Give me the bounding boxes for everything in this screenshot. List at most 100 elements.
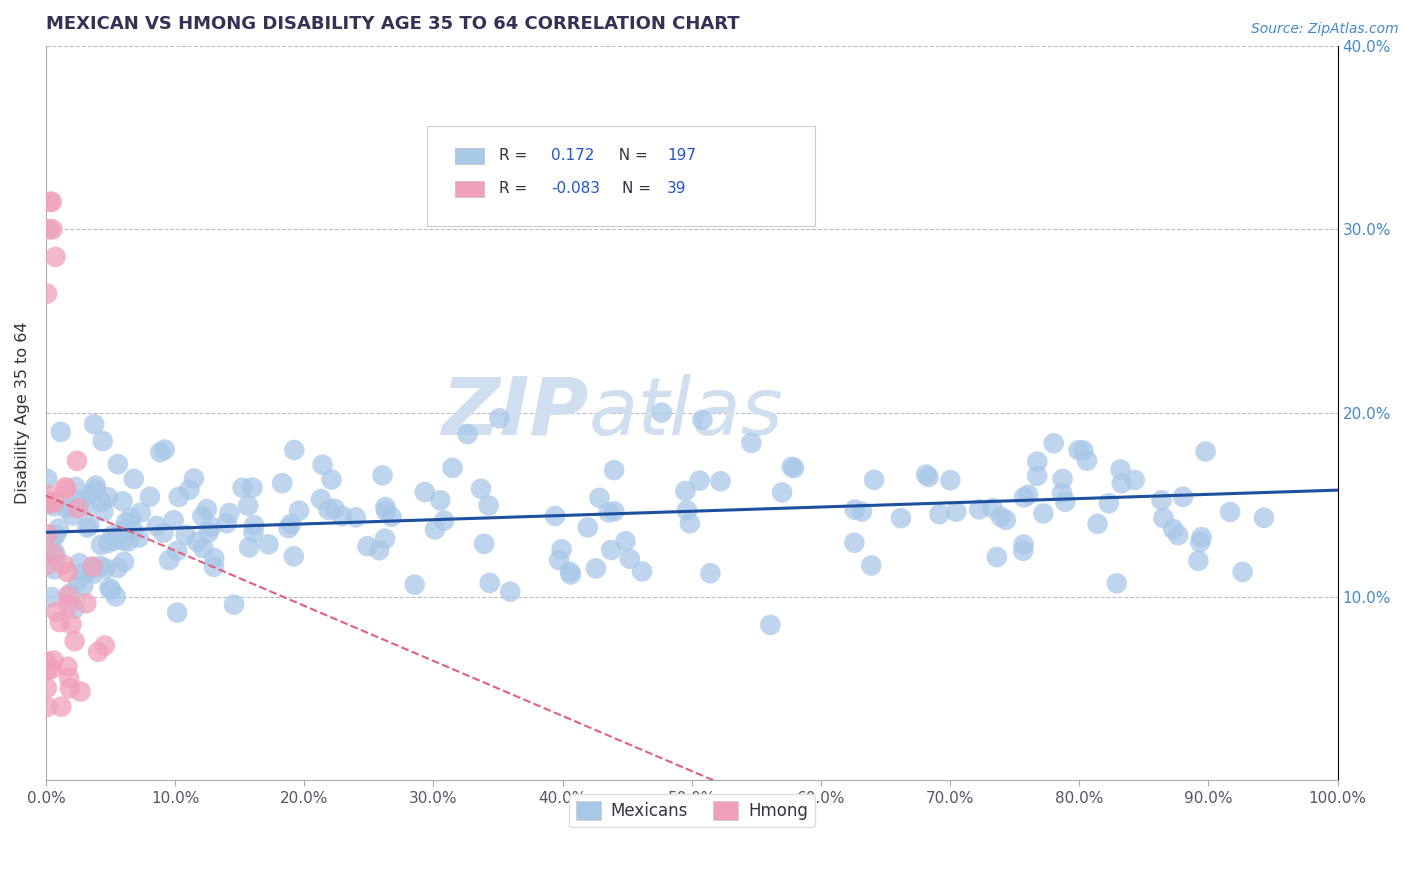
Point — [48, 615, 70, 629]
Point — [93, 504, 115, 518]
Point — [470, 482, 492, 496]
Point — [51, 699, 73, 714]
Point — [56, 659, 79, 673]
Point — [699, 566, 721, 581]
Point — [166, 606, 188, 620]
Point — [83, 417, 105, 432]
Point — [1012, 544, 1035, 558]
Point — [673, 483, 696, 498]
Point — [202, 550, 225, 565]
Point — [101, 528, 124, 542]
Point — [35, 655, 58, 669]
Point — [986, 549, 1008, 564]
Point — [115, 516, 138, 530]
Text: atlas: atlas — [589, 374, 783, 452]
Point — [191, 509, 214, 524]
Text: ZIP: ZIP — [441, 374, 589, 452]
Point — [967, 502, 990, 516]
Point — [75, 596, 97, 610]
Point — [844, 502, 866, 516]
Point — [128, 531, 150, 545]
Point — [94, 561, 117, 575]
Point — [277, 521, 299, 535]
Point — [332, 509, 354, 524]
Point — [1111, 476, 1133, 491]
Point — [166, 544, 188, 558]
Point — [478, 575, 501, 590]
Point — [380, 509, 402, 524]
Point — [619, 551, 641, 566]
Point — [242, 525, 264, 540]
Point — [62, 508, 84, 523]
Point — [45, 549, 67, 564]
Point — [111, 524, 134, 538]
Point — [163, 513, 186, 527]
Point — [404, 577, 426, 591]
Point — [770, 485, 793, 500]
Point — [45, 527, 67, 541]
Point — [149, 445, 172, 459]
Point — [42, 531, 65, 545]
Point — [588, 491, 610, 505]
Point — [890, 511, 912, 525]
Point — [82, 559, 104, 574]
Point — [67, 574, 90, 588]
Point — [41, 662, 63, 676]
Point — [558, 565, 581, 579]
Point — [48, 521, 70, 535]
Point — [651, 406, 673, 420]
Point — [122, 472, 145, 486]
Point — [441, 460, 464, 475]
Point — [37, 488, 59, 502]
Point — [598, 505, 620, 519]
Point — [41, 194, 63, 209]
Point — [1087, 516, 1109, 531]
Text: R =: R = — [499, 181, 533, 196]
Point — [631, 565, 654, 579]
Point — [576, 520, 599, 534]
Point — [283, 549, 305, 564]
Point — [257, 537, 280, 551]
Point — [1017, 488, 1039, 502]
Point — [1194, 444, 1216, 458]
Point — [860, 558, 883, 573]
Point — [59, 586, 82, 600]
Point — [222, 598, 245, 612]
Point — [56, 598, 79, 612]
Point — [193, 541, 215, 555]
Point — [90, 495, 112, 509]
Point — [97, 490, 120, 504]
Point — [318, 503, 340, 517]
Point — [311, 458, 333, 472]
Point — [288, 504, 311, 518]
Point — [1232, 565, 1254, 579]
Point — [344, 510, 367, 524]
Point — [59, 500, 82, 514]
Point — [271, 476, 294, 491]
Point — [472, 537, 495, 551]
Point — [157, 553, 180, 567]
Point — [35, 286, 58, 301]
Point — [55, 501, 77, 516]
Point — [35, 681, 58, 695]
Point — [1032, 507, 1054, 521]
Point — [323, 501, 346, 516]
Point — [84, 478, 107, 492]
Point — [76, 520, 98, 534]
Point — [66, 454, 89, 468]
Point — [73, 499, 96, 513]
Point — [603, 504, 626, 518]
Point — [368, 543, 391, 558]
Point — [1012, 537, 1035, 551]
Point — [152, 525, 174, 540]
Point — [67, 556, 90, 570]
Point — [129, 506, 152, 520]
Point — [1050, 486, 1073, 500]
Point — [58, 589, 80, 603]
Point — [117, 534, 139, 549]
Y-axis label: Disability Age 35 to 64: Disability Age 35 to 64 — [15, 322, 30, 504]
Point — [585, 561, 607, 575]
Point — [45, 250, 67, 264]
Point — [98, 581, 121, 595]
Point — [37, 699, 59, 714]
